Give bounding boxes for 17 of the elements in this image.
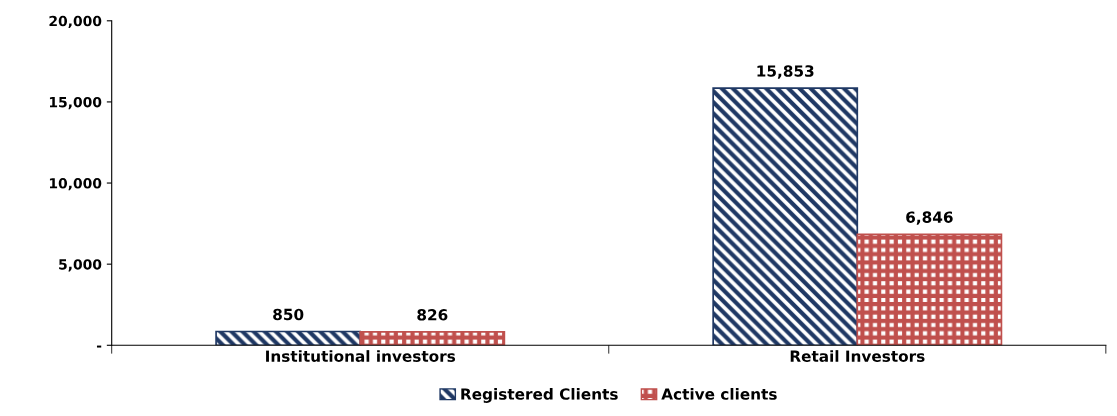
- bar: [856, 233, 1003, 346]
- data-label: 15,853: [757, 65, 814, 79]
- x-tick-label: Retail Investors: [790, 350, 925, 362]
- bar: [359, 331, 506, 346]
- y-tick-label: 5,000: [59, 259, 102, 272]
- legend-label: Active clients: [661, 388, 777, 400]
- y-tick-label: 20,000: [49, 15, 102, 29]
- data-label: 826: [417, 309, 448, 321]
- x-tick-label: Institutional investors: [266, 350, 456, 362]
- legend-label: Registered Clients: [461, 388, 618, 403]
- bar: [712, 87, 859, 346]
- data-label: 850: [273, 308, 304, 321]
- y-tick-label: 10,000: [49, 178, 102, 191]
- y-tick-label: 15,000: [49, 96, 102, 110]
- data-label: 6,846: [906, 211, 953, 225]
- bar: [215, 330, 362, 346]
- y-tick-label: -: [96, 345, 102, 348]
